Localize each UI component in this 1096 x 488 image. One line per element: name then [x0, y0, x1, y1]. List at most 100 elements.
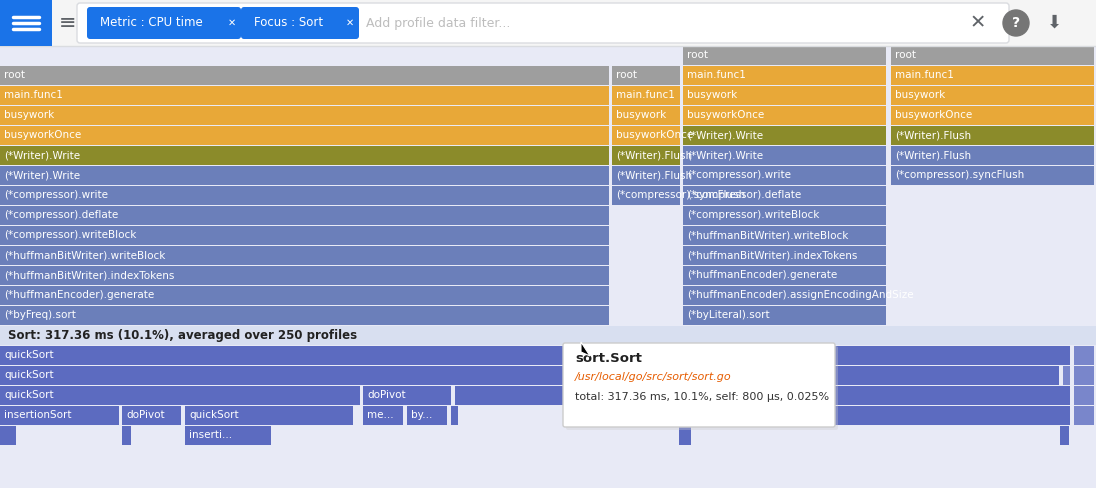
FancyBboxPatch shape — [87, 7, 241, 39]
Text: (*Writer).Flush: (*Writer).Flush — [616, 170, 693, 181]
Text: (*compressor).syncFlush: (*compressor).syncFlush — [895, 170, 1025, 181]
Text: ✕: ✕ — [346, 18, 354, 28]
Bar — [566, 386, 1070, 405]
Text: quickSort: quickSort — [4, 350, 54, 361]
Bar — [566, 406, 1070, 425]
Bar — [185, 406, 353, 425]
Bar — [0, 206, 609, 225]
Bar — [612, 186, 680, 205]
Bar — [455, 386, 563, 405]
Bar — [683, 86, 886, 105]
Text: busywork: busywork — [616, 110, 666, 121]
Text: (*huffmanEncoder).assignEncodingAndSize: (*huffmanEncoder).assignEncodingAndSize — [687, 290, 914, 301]
Text: Sort: 317.36 ms (10.1%), averaged over 250 profiles: Sort: 317.36 ms (10.1%), averaged over 2… — [8, 329, 357, 342]
Text: doPivot: doPivot — [126, 410, 164, 421]
Bar — [891, 146, 1094, 165]
Text: total: 317.36 ms, 10.1%, self: 800 μs, 0.025%: total: 317.36 ms, 10.1%, self: 800 μs, 0… — [575, 392, 830, 402]
Bar — [891, 66, 1094, 85]
Text: by...: by... — [411, 410, 433, 421]
Bar — [1063, 366, 1070, 385]
Bar — [122, 426, 132, 445]
Bar — [891, 126, 1094, 145]
Text: root: root — [687, 50, 708, 61]
Text: main.func1: main.func1 — [687, 70, 746, 81]
Bar — [612, 126, 680, 145]
Text: ✕: ✕ — [970, 14, 986, 33]
Bar — [363, 406, 403, 425]
Bar — [450, 406, 458, 425]
Text: (*Writer).Flush: (*Writer).Flush — [616, 150, 693, 161]
Text: inserti...: inserti... — [189, 430, 232, 441]
Text: Metric : CPU time: Metric : CPU time — [100, 17, 203, 29]
Bar — [1074, 406, 1094, 425]
Bar — [683, 306, 886, 325]
Bar — [0, 366, 563, 385]
Bar — [0, 406, 119, 425]
Text: doPivot: doPivot — [367, 390, 406, 401]
Text: busyworkOnce: busyworkOnce — [4, 130, 81, 141]
Bar — [683, 246, 886, 265]
Bar — [683, 126, 886, 145]
Bar — [891, 86, 1094, 105]
FancyBboxPatch shape — [77, 3, 1009, 43]
Bar — [0, 106, 609, 125]
Bar — [683, 266, 886, 285]
Bar — [363, 386, 450, 405]
Text: (*huffmanBitWriter).indexTokens: (*huffmanBitWriter).indexTokens — [687, 250, 857, 261]
Bar — [683, 206, 886, 225]
Bar — [0, 326, 1096, 345]
Bar — [0, 266, 609, 285]
Bar — [683, 106, 886, 125]
Text: (*Writer).Write: (*Writer).Write — [687, 150, 763, 161]
Text: (*Writer).Write: (*Writer).Write — [4, 170, 80, 181]
Text: busyworkOnce: busyworkOnce — [687, 110, 764, 121]
Bar — [0, 0, 52, 46]
Text: /usr/local/go/src/sort/sort.go: /usr/local/go/src/sort/sort.go — [575, 372, 732, 382]
Text: (*byLiteral).sort: (*byLiteral).sort — [687, 310, 769, 321]
Bar — [0, 186, 609, 205]
Text: (*compressor).deflate: (*compressor).deflate — [687, 190, 801, 201]
Bar — [0, 0, 1096, 46]
Bar — [891, 46, 1094, 65]
Text: (*huffmanBitWriter).indexTokens: (*huffmanBitWriter).indexTokens — [4, 270, 174, 281]
Bar — [1060, 426, 1069, 445]
Text: sort.Sort: sort.Sort — [575, 352, 642, 366]
Circle shape — [1003, 10, 1029, 36]
Text: (*Writer).Write: (*Writer).Write — [4, 150, 80, 161]
Bar — [0, 126, 609, 145]
Bar — [612, 66, 680, 85]
Text: (*huffmanBitWriter).writeBlock: (*huffmanBitWriter).writeBlock — [4, 250, 165, 261]
Bar — [0, 246, 609, 265]
Text: ⬇: ⬇ — [1047, 14, 1062, 32]
Bar — [0, 226, 609, 245]
Bar — [0, 86, 609, 105]
Bar — [683, 166, 886, 185]
Bar — [0, 286, 609, 305]
Text: (*huffmanBitWriter).writeBlock: (*huffmanBitWriter).writeBlock — [687, 230, 848, 241]
Text: (*compressor).write: (*compressor).write — [687, 170, 791, 181]
Text: main.func1: main.func1 — [616, 90, 675, 101]
Bar — [683, 186, 886, 205]
Text: (*huffmanEncoder).generate: (*huffmanEncoder).generate — [4, 290, 155, 301]
Bar — [0, 166, 609, 185]
Text: root: root — [616, 70, 637, 81]
Bar — [1074, 346, 1094, 365]
Text: main.func1: main.func1 — [4, 90, 62, 101]
Text: (*huffmanEncoder).generate: (*huffmanEncoder).generate — [687, 270, 837, 281]
Bar — [566, 346, 1070, 365]
Bar — [0, 306, 609, 325]
Bar — [185, 426, 271, 445]
Text: ✕: ✕ — [228, 18, 236, 28]
Text: (*Writer).Write: (*Writer).Write — [687, 130, 763, 141]
Bar — [680, 426, 690, 445]
FancyBboxPatch shape — [241, 7, 359, 39]
Bar — [407, 406, 447, 425]
Text: quickSort: quickSort — [4, 370, 54, 381]
Bar — [683, 146, 886, 165]
Text: (*Writer).Flush: (*Writer).Flush — [895, 130, 971, 141]
Text: busywork: busywork — [895, 90, 945, 101]
Polygon shape — [581, 342, 590, 356]
Bar — [683, 226, 886, 245]
Text: ≡: ≡ — [59, 13, 77, 33]
Bar — [1074, 366, 1094, 385]
